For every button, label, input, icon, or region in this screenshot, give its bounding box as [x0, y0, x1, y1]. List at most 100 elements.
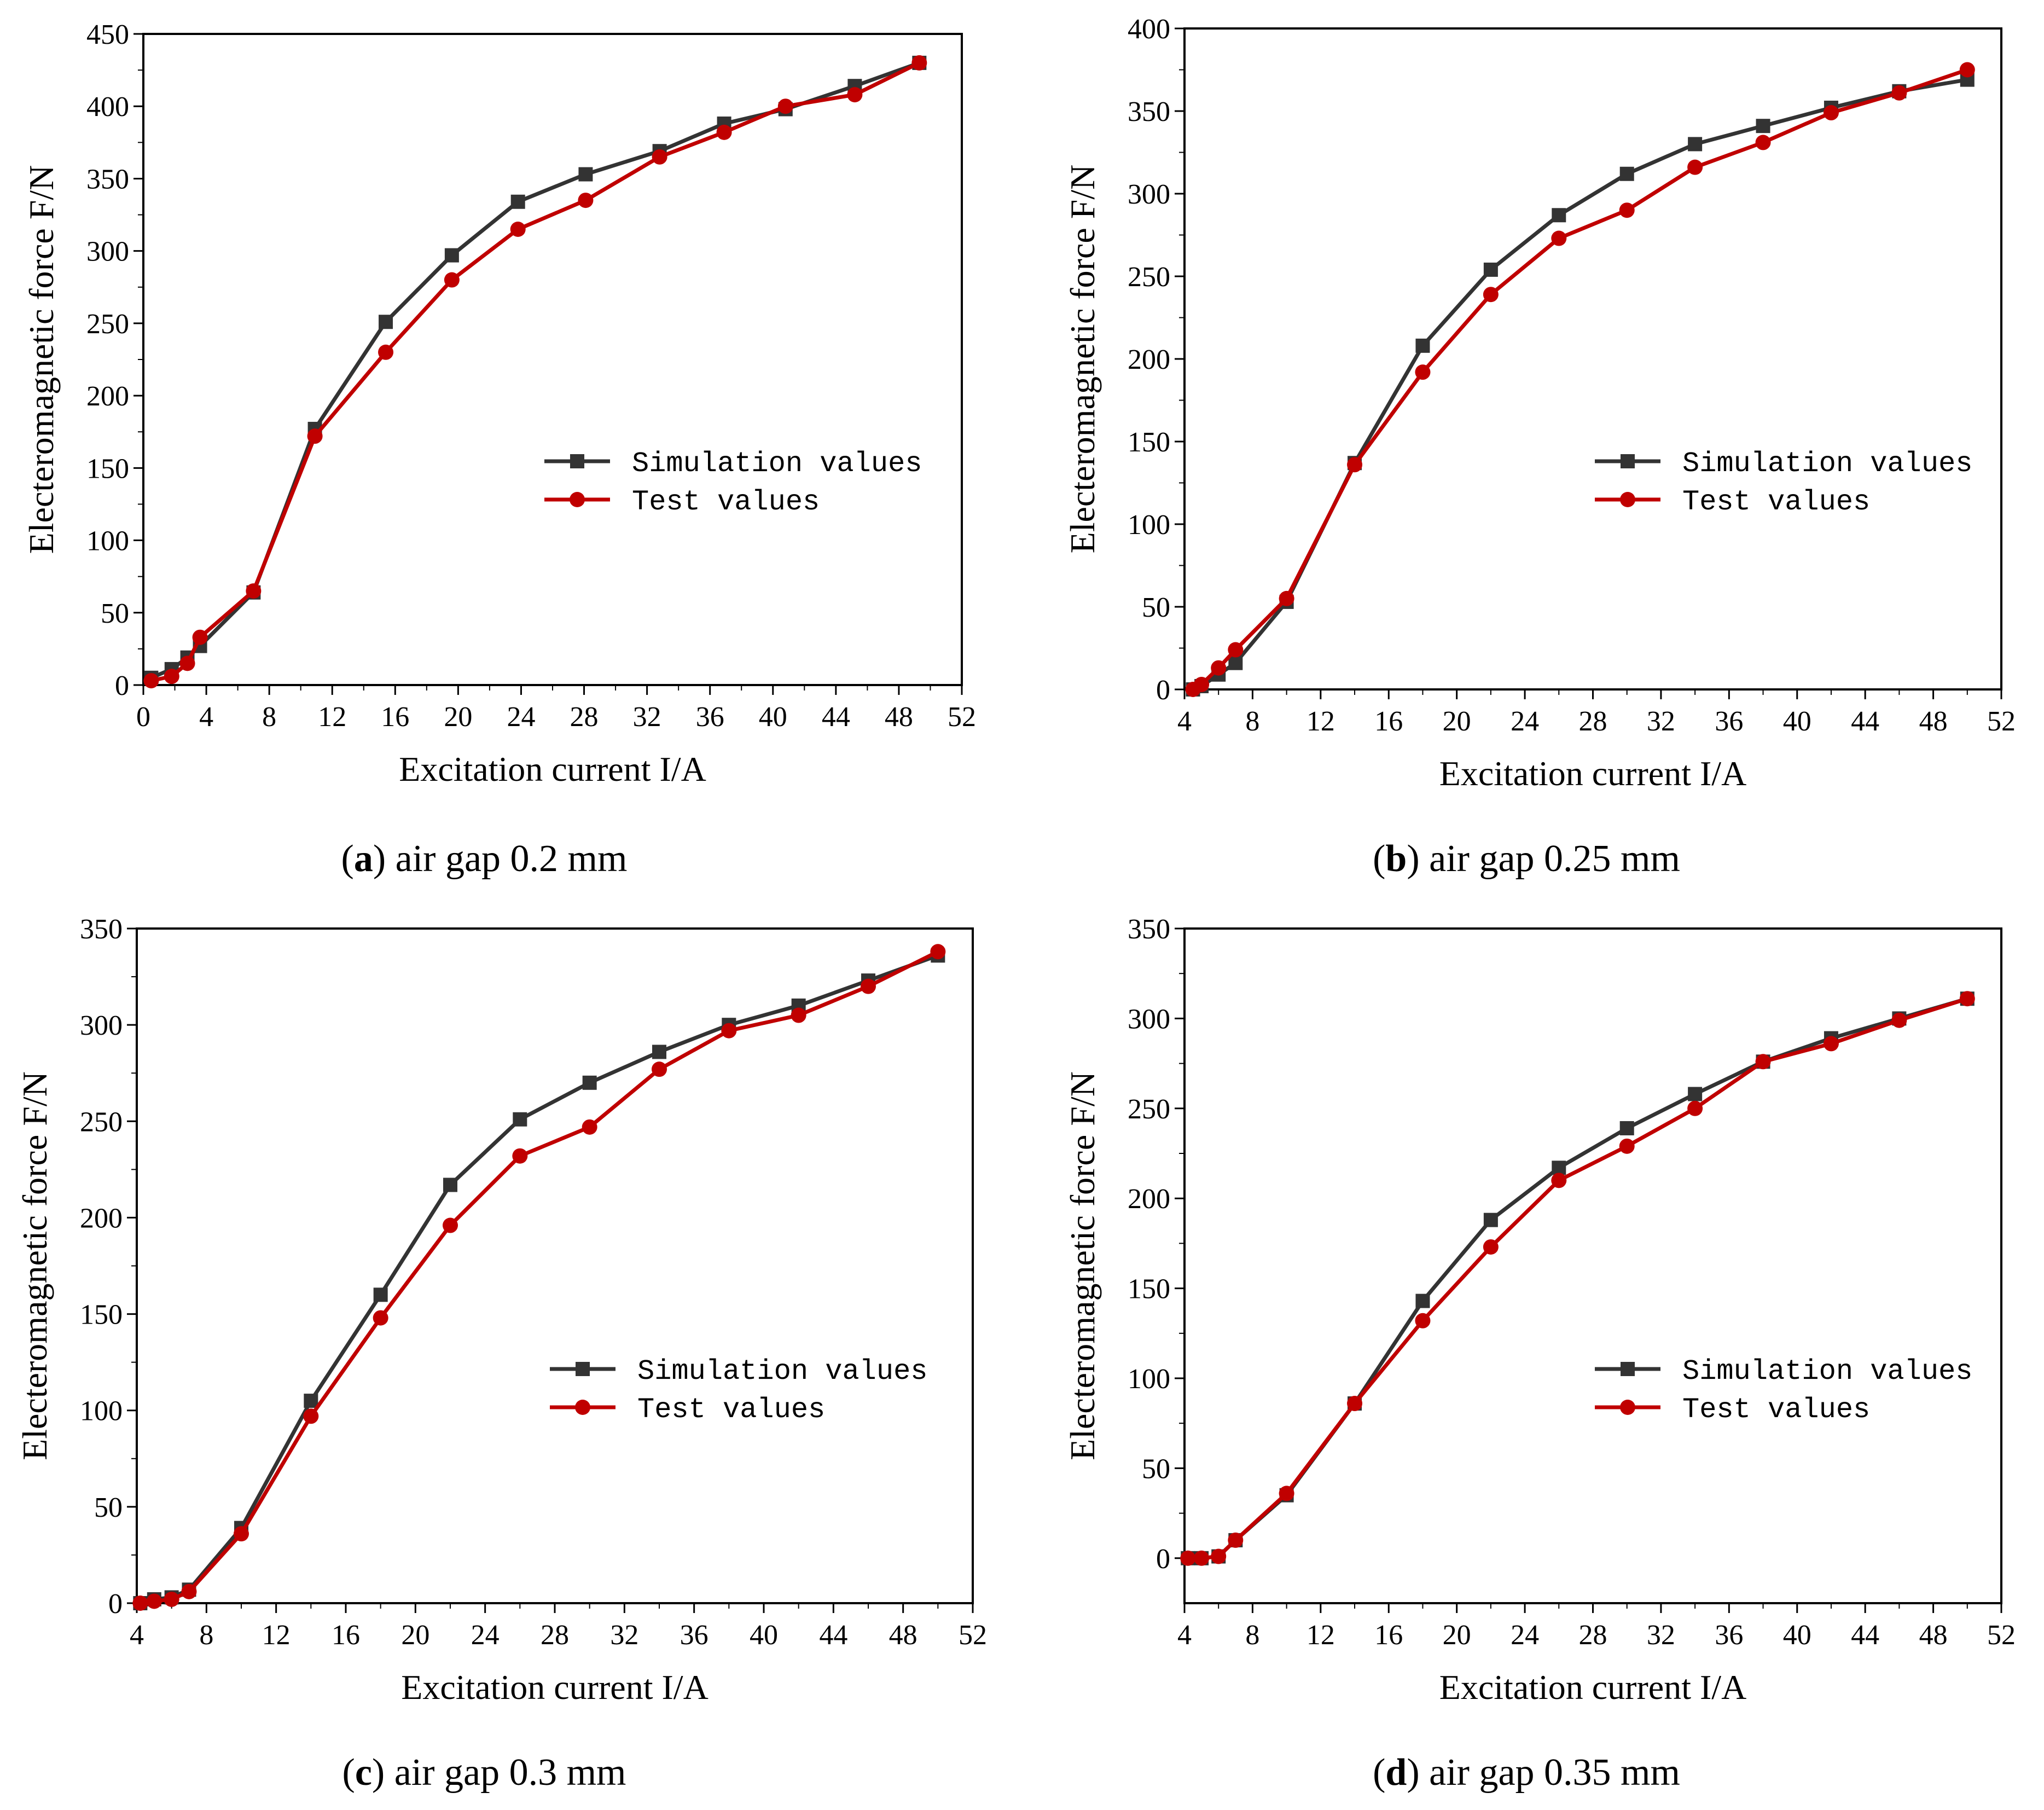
data-point-test: [1279, 590, 1294, 606]
data-point-simulation: [1228, 655, 1243, 670]
data-point-test: [1551, 230, 1567, 246]
legend-marker: [570, 492, 585, 507]
data-point-test: [443, 1217, 458, 1233]
x-tick-label: 52: [1987, 706, 2016, 737]
x-tick-label: 16: [1374, 706, 1403, 737]
x-tick-label: 8: [1245, 706, 1259, 737]
x-tick-label: 24: [1511, 1620, 1539, 1651]
x-tick-label: 32: [1647, 706, 1675, 737]
y-tick-label: 250: [1128, 262, 1170, 293]
x-axis-title: Excitation current I/A: [401, 1668, 709, 1707]
data-point-test: [1483, 1239, 1499, 1255]
x-tick-label: 20: [444, 701, 472, 733]
y-tick-label: 250: [1128, 1094, 1170, 1125]
y-tick-label: 350: [86, 164, 129, 195]
data-point-test: [132, 1596, 148, 1611]
x-tick-label: 24: [471, 1620, 500, 1651]
x-tick-label: 36: [680, 1620, 709, 1651]
data-point-test: [652, 149, 667, 165]
y-tick-label: 300: [1128, 179, 1170, 210]
data-point-test: [861, 978, 876, 994]
data-point-simulation: [1415, 338, 1430, 353]
data-point-test: [1279, 1486, 1294, 1501]
data-point-test: [1415, 364, 1431, 380]
data-point-test: [234, 1526, 249, 1542]
panel-caption: (d) air gap 0.35 mm: [1373, 1751, 1680, 1794]
x-tick-label: 8: [199, 1620, 213, 1651]
chart-panel-c: 4 8 12 16 20 24 28 32 36 40 44 48 520501001502002503…: [15, 914, 987, 1794]
legend-label: Test values: [1682, 1394, 1870, 1426]
data-point-test: [911, 55, 927, 71]
x-tick-label: 52: [959, 1620, 987, 1651]
data-point-test: [1959, 62, 1975, 78]
y-tick-label: 100: [1128, 1364, 1170, 1395]
y-axis-title: Electeromagnetic force F/N: [15, 1071, 54, 1460]
x-tick-label: 20: [1443, 706, 1471, 737]
x-tick-label: 0: [136, 701, 150, 733]
data-point-test: [652, 1061, 667, 1077]
data-point-test: [1347, 457, 1363, 473]
y-tick-label: 150: [1128, 427, 1170, 458]
data-point-simulation: [1552, 208, 1566, 223]
series-line-simulation: [1192, 78, 1968, 692]
data-point-test: [510, 222, 526, 237]
data-point-simulation: [1756, 119, 1770, 134]
data-point-test: [1755, 135, 1771, 150]
data-point-test: [164, 1591, 179, 1607]
data-point-test: [181, 1583, 197, 1599]
y-tick-label: 200: [80, 1203, 123, 1234]
x-tick-label: 52: [1987, 1620, 2016, 1651]
x-tick-label: 28: [1579, 706, 1607, 737]
x-tick-label: 52: [948, 701, 976, 733]
legend-label: Test values: [632, 486, 820, 518]
data-point-test: [1180, 1550, 1196, 1566]
x-tick-label: 44: [819, 1620, 847, 1651]
legend-label: Simulation values: [632, 448, 922, 480]
x-tick-label: 44: [1851, 1620, 1879, 1651]
y-tick-label: 150: [80, 1300, 123, 1331]
data-point-test: [1211, 660, 1227, 676]
data-point-simulation: [1688, 137, 1703, 152]
x-tick-label: 16: [1374, 1620, 1403, 1651]
legend-marker: [1620, 492, 1635, 507]
legend-marker: [575, 1400, 590, 1415]
y-tick-label: 0: [115, 670, 129, 701]
data-point-test: [1483, 287, 1499, 303]
data-point-test: [1194, 676, 1210, 692]
data-point-test: [582, 1119, 597, 1135]
x-tick-label: 32: [610, 1620, 638, 1651]
series-line-test: [1192, 68, 1968, 692]
data-point-test: [1891, 85, 1907, 101]
series-line-simulation: [1188, 996, 1968, 1560]
data-point-test: [1823, 1036, 1839, 1052]
x-tick-label: 20: [401, 1620, 429, 1651]
y-tick-label: 400: [86, 91, 129, 123]
panel-caption: (c) air gap 0.3 mm: [342, 1751, 626, 1794]
x-tick-label: 12: [318, 701, 346, 733]
y-tick-label: 200: [1128, 344, 1170, 375]
x-tick-label: 28: [1579, 1620, 1607, 1651]
data-point-simulation: [1619, 1121, 1634, 1135]
data-point-simulation: [443, 1177, 457, 1192]
data-point-test: [1891, 1012, 1907, 1028]
data-point-test: [1619, 202, 1635, 218]
y-tick-label: 200: [1128, 1184, 1170, 1215]
legend-marker: [570, 454, 584, 468]
y-axis-title: Electeromagnetic force F/N: [1063, 1071, 1102, 1460]
data-point-test: [1211, 1548, 1227, 1564]
legend-marker: [1620, 1400, 1635, 1415]
legend-label: Simulation values: [637, 1355, 928, 1388]
data-point-simulation: [513, 1112, 527, 1127]
x-tick-label: 20: [1443, 1620, 1471, 1651]
data-point-test: [1415, 1313, 1431, 1329]
data-point-simulation: [1619, 166, 1634, 181]
x-tick-label: 12: [262, 1620, 291, 1651]
data-point-simulation: [1552, 1161, 1566, 1175]
x-tick-label: 48: [1919, 706, 1948, 737]
series-line-test: [150, 61, 920, 683]
y-tick-label: 150: [86, 453, 129, 484]
legend-label: Simulation values: [1682, 448, 1973, 480]
data-point-test: [1347, 1396, 1363, 1412]
x-tick-label: 36: [1715, 706, 1743, 737]
x-tick-label: 48: [1919, 1620, 1948, 1651]
